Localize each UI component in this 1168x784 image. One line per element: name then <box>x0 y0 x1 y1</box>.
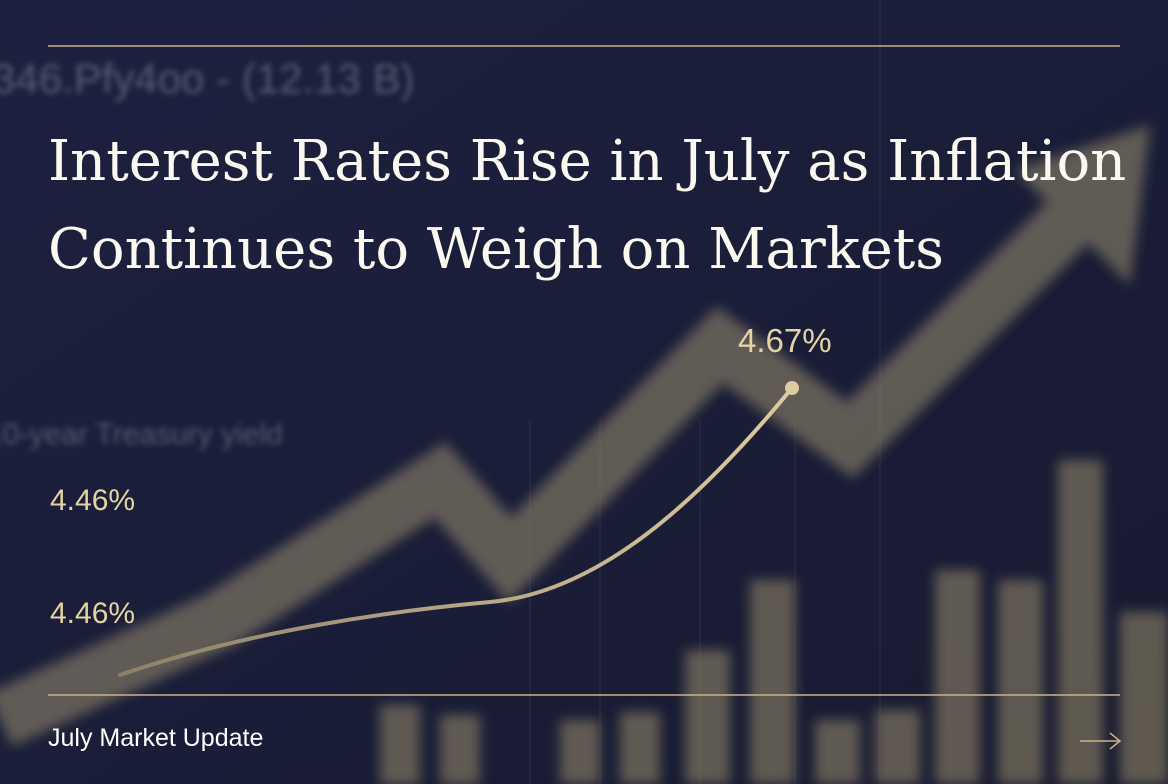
peak-label: 4.67% <box>738 322 832 359</box>
yield-curve <box>118 386 794 677</box>
next-arrow[interactable] <box>1080 732 1122 750</box>
blurred-bars <box>380 460 1168 784</box>
peak-point <box>785 381 799 395</box>
upper-label: 4.46% <box>50 484 136 517</box>
footer-text: July Market Update <box>48 724 264 752</box>
blurred-arrow <box>0 125 1150 747</box>
headline: Interest Rates Rise in July as Inflation… <box>48 129 1127 282</box>
ticker-text: 346.Pfy4oo - (12.13 B) <box>0 55 415 102</box>
axis-label: 10-year Treasury yield <box>0 418 283 451</box>
lower-label: 4.46% <box>50 597 136 630</box>
